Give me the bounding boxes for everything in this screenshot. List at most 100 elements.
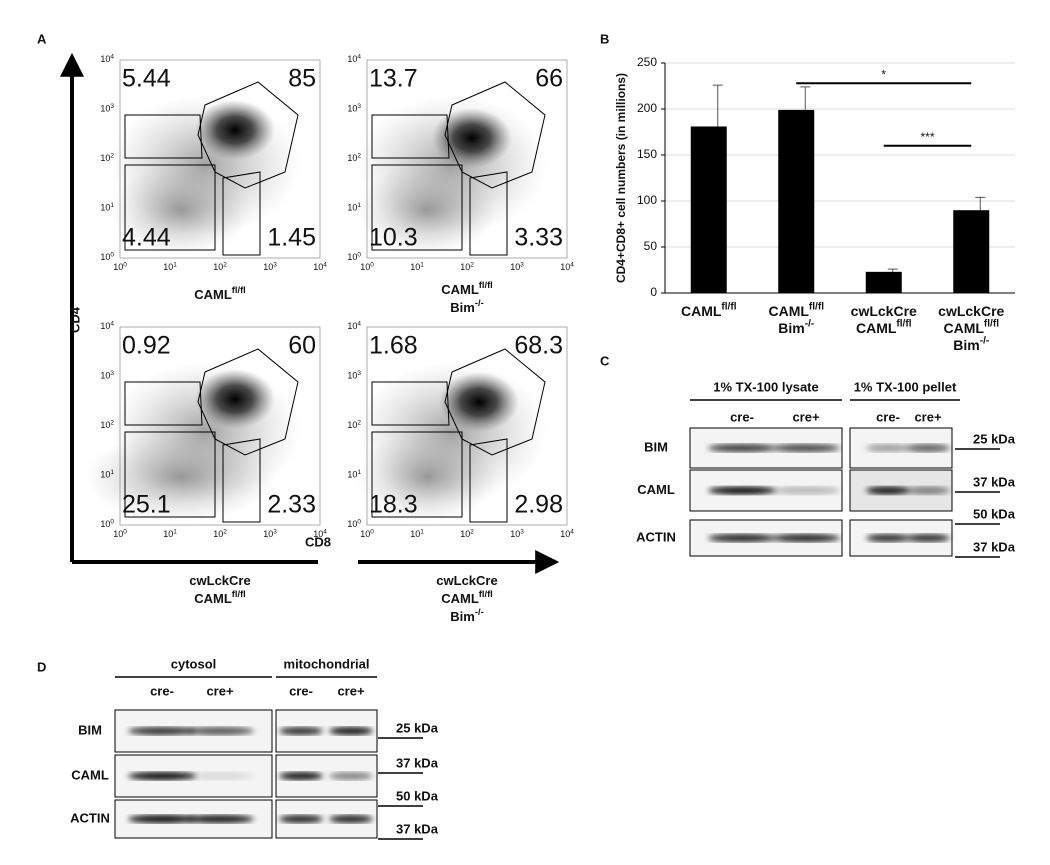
y-tick-label: 104 <box>100 53 114 64</box>
x-tick-label-sup: 0 <box>370 261 374 268</box>
x-tick-label-base: 10 <box>263 262 273 272</box>
x-tick-label-sup: 2 <box>470 528 474 535</box>
x-tick-label-base: 10 <box>163 529 173 539</box>
y-tick-label: 100 <box>100 518 114 529</box>
gate-cd4sp <box>371 114 450 159</box>
y-tick-label-base: 10 <box>347 203 357 213</box>
gate-cd8sp <box>222 438 261 523</box>
category-label: Bim-/- <box>778 318 814 336</box>
band <box>708 486 776 495</box>
x-tick-label-base: 10 <box>263 529 273 539</box>
category-label: CAMLfl/fl <box>681 301 737 319</box>
quadrant-value: 1.45 <box>267 224 316 252</box>
x-tick-label: 102 <box>460 261 474 272</box>
category-label-sup: fl/fl <box>721 301 736 312</box>
category-label-sup: -/- <box>980 335 990 346</box>
genotype-label-sup: fl/fl <box>479 280 493 290</box>
x-tick-label-base: 10 <box>313 262 323 272</box>
x-tick-label-sup: 0 <box>123 261 127 268</box>
x-tick-label: 103 <box>510 528 524 539</box>
flow-plot: 13.7 66 10.3 3.33 <box>357 59 568 259</box>
y-tick-label: 100 <box>637 193 657 207</box>
x-tick-label-base: 10 <box>113 529 123 539</box>
y-tick-label: 101 <box>347 469 361 480</box>
lane-label: cre+ <box>337 683 365 698</box>
y-tick-label: 100 <box>100 251 114 262</box>
genotype-label: Bim-/- <box>450 607 483 624</box>
error-bar <box>800 86 811 110</box>
dp-cloud <box>195 100 275 160</box>
x-tick-label-base: 10 <box>410 529 420 539</box>
y-tick-label-base: 10 <box>100 321 110 331</box>
x-tick-label: 103 <box>510 261 524 272</box>
y-tick-label-sup: 0 <box>110 251 114 258</box>
y-tick-label-sup: 2 <box>110 419 114 426</box>
marker-label: 50 kDa <box>973 506 1016 521</box>
x-tick-label: 104 <box>560 528 574 539</box>
y-tick-label-sup: 0 <box>357 518 361 525</box>
x-tick-label-base: 10 <box>560 529 570 539</box>
lane-label: cre- <box>289 683 313 698</box>
x-tick-label-sup: 3 <box>520 528 524 535</box>
row-label: BIM <box>644 439 668 454</box>
category-label-sup: fl/fl <box>984 318 999 329</box>
band <box>279 727 323 735</box>
band <box>906 486 950 495</box>
category-label-base: CAML <box>856 320 897 336</box>
x-tick-label: 100 <box>360 528 374 539</box>
quadrant-value: 13.7 <box>369 65 418 93</box>
group-label: 1% TX-100 pellet <box>854 379 957 394</box>
genotype-label-sup: fl/fl <box>232 589 246 599</box>
genotype-label-base: Bim <box>450 609 475 624</box>
error-bar <box>712 84 723 127</box>
gate-cd8sp <box>469 171 508 256</box>
y-tick-label-base: 10 <box>347 371 357 381</box>
band <box>329 815 373 823</box>
genotype-label-sup: -/- <box>475 607 484 617</box>
genotype-label-sup: fl/fl <box>232 285 246 295</box>
y-tick-label: 103 <box>100 370 114 381</box>
x-tick-label-base: 10 <box>313 529 323 539</box>
y-tick-label-sup: 3 <box>110 370 114 377</box>
y-tick-label: 104 <box>347 320 361 331</box>
x-tick-label-base: 10 <box>560 262 570 272</box>
gate-cd4sp <box>371 381 450 426</box>
category-label-base: CAML <box>943 320 984 336</box>
genotype-label: cwLckCre <box>189 573 250 588</box>
x-tick-label-sup: 2 <box>223 528 227 535</box>
y-tick-label-base: 10 <box>100 470 110 480</box>
y-tick-label: 101 <box>100 202 114 213</box>
significance-label: *** <box>920 130 934 144</box>
row-label: ACTIN <box>636 529 676 544</box>
x-tick-label-base: 10 <box>113 262 123 272</box>
genotype-label-base: CAML <box>441 282 479 297</box>
x-tick-label-sup: 4 <box>570 261 574 268</box>
y-tick-label: 103 <box>347 370 361 381</box>
x-tick-label: 101 <box>163 261 177 272</box>
x-tick-label-base: 10 <box>510 529 520 539</box>
y-tick-label-sup: 4 <box>110 53 114 60</box>
genotype-label-sup: fl/fl <box>479 589 493 599</box>
band <box>772 534 840 542</box>
x-tick-label-base: 10 <box>163 262 173 272</box>
band <box>772 486 840 495</box>
y-tick-label-sup: 3 <box>357 103 361 110</box>
y-tick-label-sup: 3 <box>110 103 114 110</box>
flow-plot: 0.92 60 25.1 2.33 <box>85 326 321 526</box>
x-tick-label: 100 <box>360 261 374 272</box>
cd8-label-bg <box>318 552 358 572</box>
category-label-base: cwLckCre <box>938 303 1004 319</box>
group-label: 1% TX-100 lysate <box>713 379 819 394</box>
y-tick-label-base: 10 <box>347 519 357 529</box>
cell-haze <box>85 432 275 522</box>
y-tick-label: 102 <box>100 419 114 430</box>
y-tick-label: 101 <box>100 469 114 480</box>
lane-label: cre+ <box>792 409 820 424</box>
category-label-sup: fl/fl <box>809 301 824 312</box>
x-axis-label: CD8 <box>305 534 331 549</box>
band <box>329 727 373 735</box>
gate-dn <box>371 164 463 251</box>
category-label: cwLckCre <box>851 303 917 319</box>
category-label-base: CAML <box>768 303 809 319</box>
